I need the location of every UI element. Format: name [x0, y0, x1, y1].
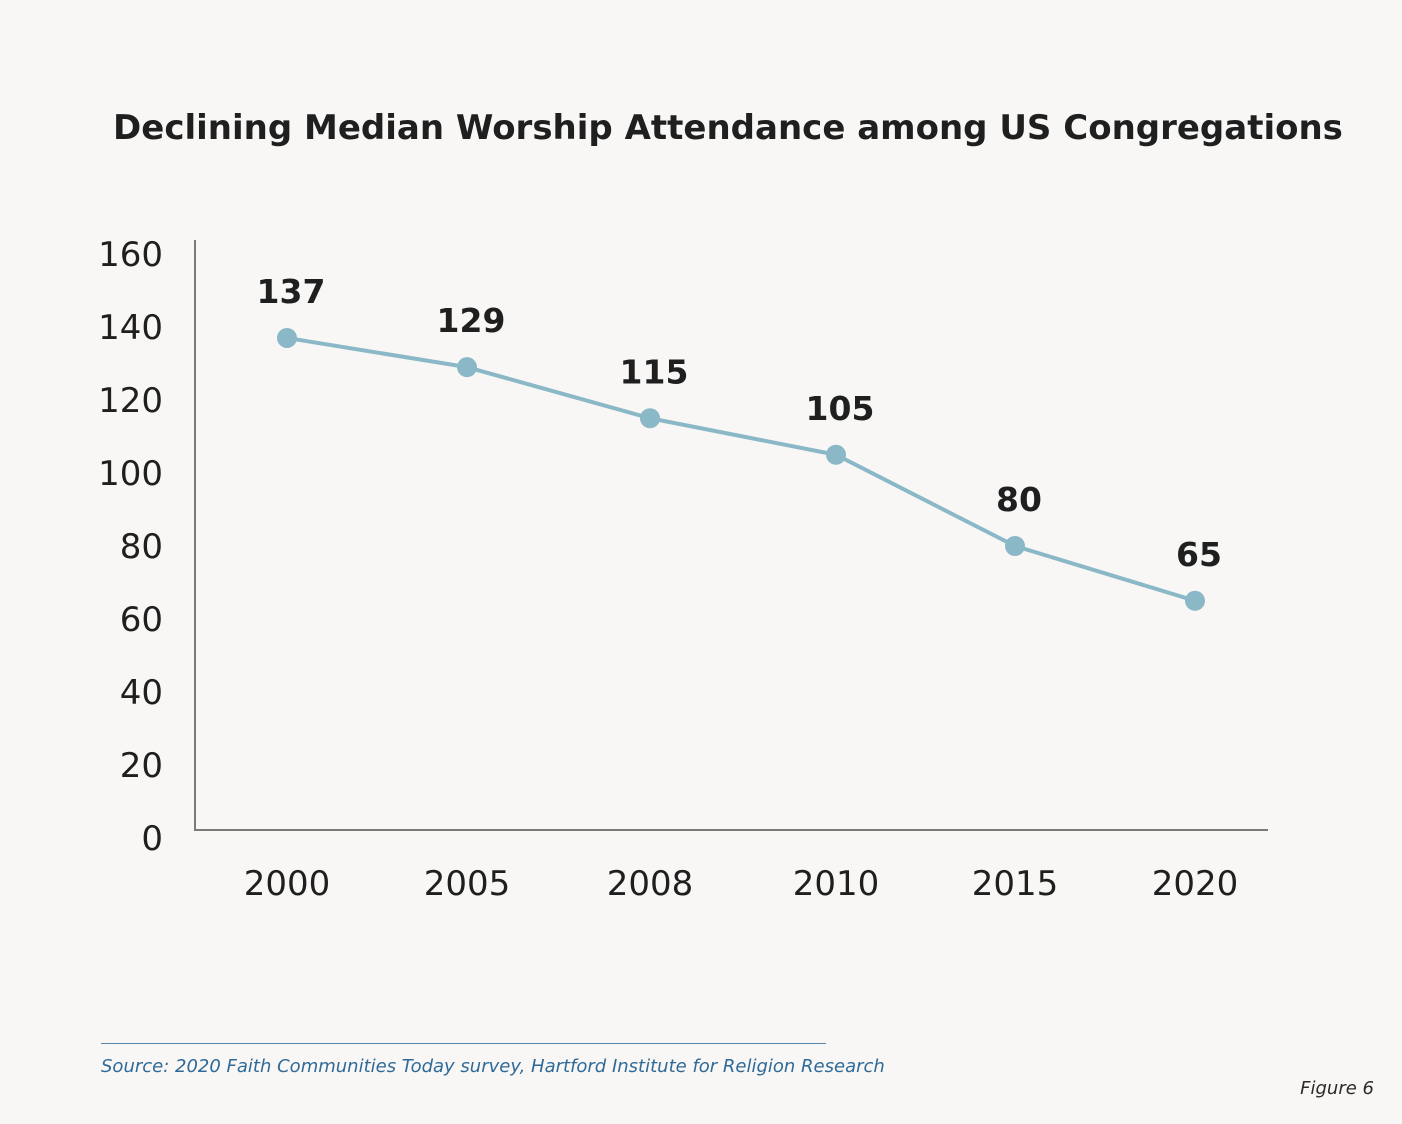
x-tick-label: 2010	[793, 864, 880, 904]
y-tick-label: 60	[120, 600, 163, 640]
source-divider	[101, 1043, 826, 1044]
data-point	[1185, 590, 1205, 611]
y-axis-ticks: 0 20 40 60 80 100 120 140 160	[98, 235, 163, 859]
y-tick-label: 120	[98, 381, 163, 421]
data-value-label: 115	[620, 352, 689, 391]
x-tick-label: 2020	[1152, 864, 1239, 904]
y-tick-label: 40	[120, 673, 163, 713]
data-value-label: 65	[1176, 535, 1222, 574]
series-line-attendance	[286, 335, 1196, 603]
figure-label: Figure 6	[1300, 1078, 1374, 1099]
y-tick-label: 80	[120, 527, 163, 567]
y-tick-label: 20	[120, 746, 163, 786]
data-labels: 137 129 115 105 80 65	[257, 272, 1222, 574]
x-tick-label: 2008	[607, 864, 694, 904]
y-tick-label: 100	[98, 454, 163, 494]
data-point	[640, 408, 660, 429]
x-tick-label: 2015	[972, 864, 1059, 904]
data-point	[277, 327, 297, 348]
data-point	[1005, 536, 1025, 556]
data-value-label: 105	[806, 389, 875, 428]
data-value-label: 129	[437, 301, 506, 340]
series-markers	[277, 327, 1205, 611]
data-value-label: 80	[996, 480, 1042, 519]
y-tick-label: 140	[98, 308, 163, 348]
y-tick-label: 0	[141, 819, 163, 859]
data-value-label: 137	[257, 272, 326, 311]
x-axis-ticks: 2000 2005 2008 2010 2015 2020	[244, 864, 1239, 904]
source-note: Source: 2020 Faith Communities Today sur…	[101, 1056, 885, 1077]
x-tick-label: 2005	[424, 864, 511, 904]
y-tick-label: 160	[98, 235, 163, 275]
x-tick-label: 2000	[244, 864, 331, 904]
data-point	[826, 444, 846, 465]
chart-title: Declining Median Worship Attendance amon…	[113, 108, 1343, 148]
data-point	[457, 357, 477, 378]
